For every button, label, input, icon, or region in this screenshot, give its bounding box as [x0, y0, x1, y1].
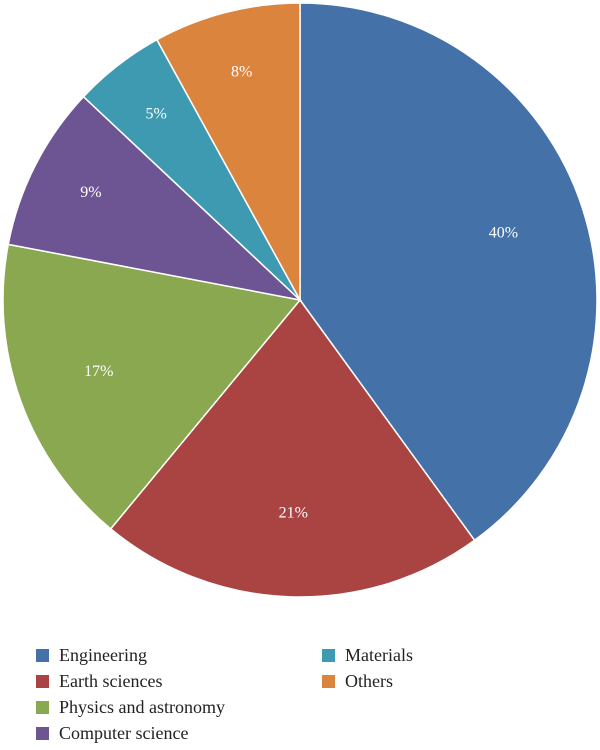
slice-label-computer-science: 9% — [80, 184, 101, 201]
legend-item-others: Others — [322, 670, 393, 692]
pie-slice-physics-and-astronomy — [2, 243, 302, 530]
slice-label-engineering: 40% — [489, 225, 518, 242]
pie-slice-computer-science — [7, 95, 303, 302]
legend-swatch — [36, 648, 49, 662]
pie-chart: 40% 21% 17% 9% 5% 8% — [2, 2, 598, 598]
legend-item-physics-and-astronomy: Physics and astronomy — [36, 696, 225, 718]
legend-label: Physics and astronomy — [59, 696, 225, 717]
legend-swatch — [36, 700, 49, 714]
slice-label-physics-and-astronomy: 17% — [84, 363, 113, 380]
legend-label: Computer science — [59, 722, 189, 743]
legend-label: Earth sciences — [59, 670, 163, 691]
legend-swatch — [36, 726, 49, 740]
legend-swatch — [36, 674, 49, 688]
pie-slice-engineering — [299, 2, 598, 542]
legend-item-materials: Materials — [322, 644, 413, 666]
pie-chart-svg: 40% 21% 17% 9% 5% 8% — [2, 2, 598, 598]
legend-item-computer-science: Computer science — [36, 722, 188, 744]
legend-label: Materials — [345, 644, 413, 665]
pie-slice-others — [155, 2, 301, 301]
legend-label: Engineering — [59, 644, 147, 665]
pie-slice-earth-sciences — [109, 298, 476, 598]
slice-label-materials: 5% — [146, 105, 167, 122]
legend: Engineering Earth sciences Physics and ast… — [36, 644, 576, 748]
legend-swatch — [322, 648, 335, 662]
legend-item-earth-sciences: Earth sciences — [36, 670, 162, 692]
legend-label: Others — [345, 670, 393, 691]
slice-label-earth-sciences: 21% — [279, 504, 308, 521]
slice-label-others: 8% — [231, 63, 252, 80]
legend-swatch — [322, 674, 335, 688]
legend-item-engineering: Engineering — [36, 644, 147, 666]
